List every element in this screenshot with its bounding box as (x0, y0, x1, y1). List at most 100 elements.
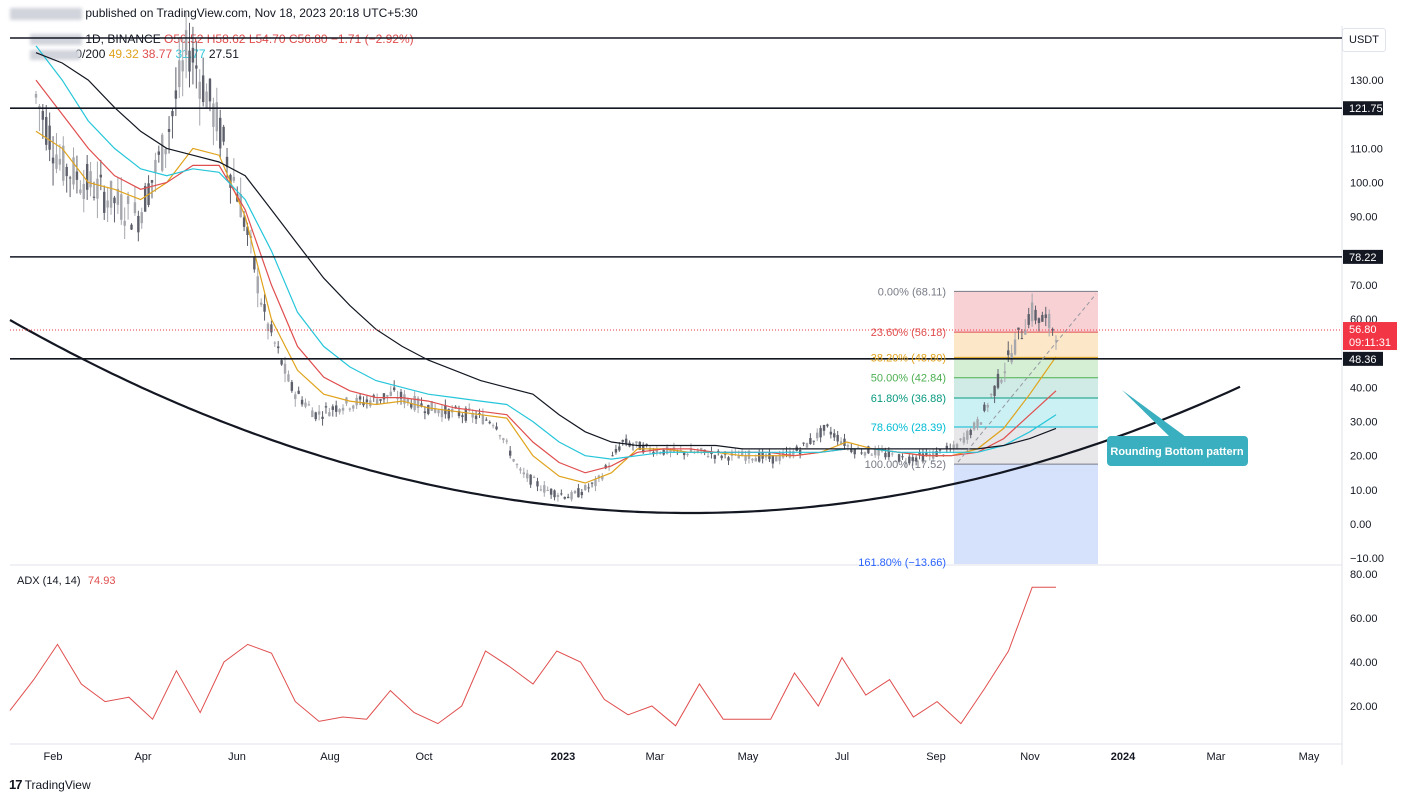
candle-body (464, 408, 468, 421)
time-tick: Aug (320, 751, 340, 763)
candle-body (897, 454, 901, 462)
candle-body (873, 448, 877, 456)
candle-body (904, 461, 908, 463)
horizontal-levels[interactable] (10, 37, 1342, 360)
time-tick: Mar (646, 751, 665, 763)
fib-level-label: 61.80% (36.88) (871, 393, 946, 405)
candle-body (246, 226, 249, 236)
candle-body (758, 452, 761, 462)
fib-level-label: 161.80% (−13.66) (858, 557, 946, 569)
candle-body (287, 374, 290, 382)
candle-body (665, 446, 669, 454)
adx-tick: 20.00 (1350, 701, 1378, 713)
candle-body (563, 496, 566, 499)
adx-legend: ADX (14, 14) 74.93 (17, 573, 115, 587)
candle-body (689, 448, 693, 453)
adx-value: 74.93 (87, 575, 116, 587)
candle-body (648, 447, 652, 452)
candle-body (962, 437, 966, 443)
fib-zone (954, 377, 1098, 399)
symbol-line: 1D, BINANCE O50.52 H58.62 L54.70 C56.80 … (30, 32, 414, 46)
price-tick: 20.00 (1350, 451, 1378, 463)
candle-body (829, 431, 833, 435)
footer-brand-label: TradingView (24, 778, 91, 792)
fib-zone (954, 357, 1098, 378)
candle-body (58, 158, 62, 165)
candle-body (471, 412, 474, 418)
candle-body (655, 449, 659, 453)
price-tick: 130.00 (1350, 75, 1384, 87)
rounding-bottom-curve[interactable] (9, 319, 1241, 515)
candle-body (856, 447, 860, 449)
candle-body (348, 408, 352, 410)
tradingview-logo-icon: 17 (9, 777, 23, 792)
candle-body (891, 453, 894, 455)
candle-body (48, 125, 51, 150)
candle-body (976, 419, 979, 428)
candle-body (901, 456, 904, 458)
candle-body (297, 390, 300, 394)
countdown-label: 09:11:31 (1349, 337, 1391, 349)
ma-value-2: 38.77 (142, 47, 173, 61)
candle-body (860, 452, 863, 454)
candle-body (812, 440, 815, 442)
candle-body (171, 110, 174, 117)
candle-body (491, 425, 495, 427)
candle-body (686, 453, 689, 456)
candle-body (205, 91, 208, 109)
price-axis[interactable]: 130.00110.00100.0090.0070.0060.0040.0030… (1350, 75, 1384, 565)
candle-body (219, 117, 222, 149)
candle-body (597, 475, 601, 479)
candle-body (133, 202, 137, 214)
candle-body (338, 409, 341, 413)
candle-body (137, 215, 140, 233)
candle-body (577, 488, 580, 498)
candle-body (1034, 309, 1037, 321)
candle-body (365, 399, 369, 403)
footer-brand[interactable]: 17 TradingView (9, 777, 91, 792)
time-axis[interactable]: Feb Apr Jun Aug Oct 2023 Mar May Jul Sep Nov 2024 Ma… (44, 751, 1320, 763)
ohlc-open: O50.52 (164, 32, 204, 46)
candle-body (1024, 330, 1027, 335)
candle-body (294, 394, 297, 400)
candle-body (403, 394, 406, 404)
candle-body (727, 457, 730, 461)
candle-body (184, 30, 188, 56)
candle-body (174, 90, 178, 99)
candle-body (481, 414, 485, 425)
current-price-badge: 56.80 09:11:31 (1343, 322, 1397, 351)
candle-body (485, 419, 488, 421)
candle-body (747, 450, 751, 459)
candle-body (805, 443, 809, 448)
moving-average-line (35, 45, 1057, 460)
currency-button[interactable]: USDT (1342, 28, 1386, 52)
candle-body (478, 413, 481, 415)
candle-body (706, 455, 710, 458)
candle-body (870, 454, 873, 456)
symbol-name-blurred (30, 34, 82, 46)
candle-body (884, 452, 887, 458)
candle-body (283, 363, 287, 374)
candle-body (979, 422, 983, 425)
fib-level-label: 0.00% (68.11) (878, 286, 946, 298)
candle-body (508, 450, 512, 456)
candle-body (522, 472, 526, 475)
candle-body (273, 342, 276, 344)
price-tick: 70.00 (1350, 280, 1378, 292)
rounding-bottom-callout[interactable]: Rounding Bottom pattern (1107, 390, 1248, 466)
candle-body (266, 323, 270, 332)
candle-body (392, 387, 396, 391)
candle-body (140, 212, 143, 224)
candle-body (863, 452, 867, 456)
candle-body (126, 196, 130, 204)
candle-body (945, 445, 949, 450)
candle-body (659, 453, 662, 455)
candle-body (880, 450, 884, 452)
candle-body (416, 397, 420, 409)
level-badge: 121.75 (1343, 101, 1383, 116)
candle-body (232, 176, 236, 181)
candle-body (925, 452, 928, 456)
candle-body (113, 197, 116, 204)
candle-body (106, 200, 109, 208)
